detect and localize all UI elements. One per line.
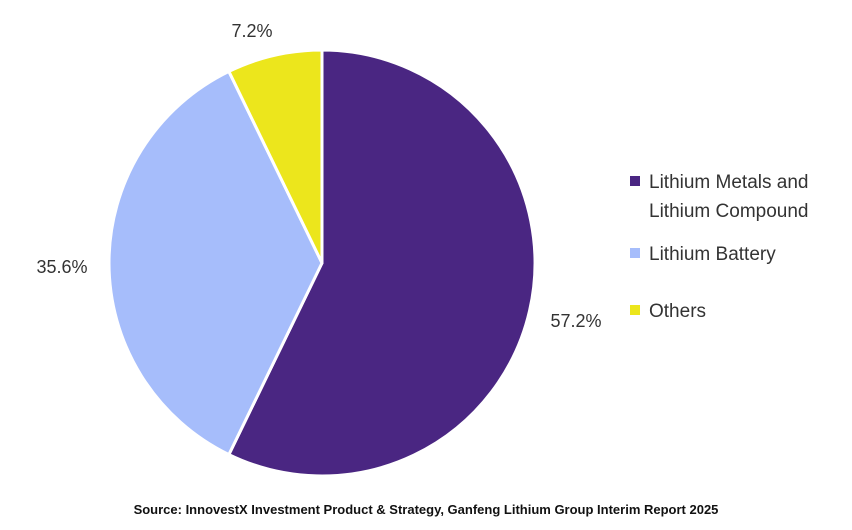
data-label-lithium-metals-and-lithium-compound: 57.2%	[550, 311, 601, 331]
legend-swatch-lithium-metals	[630, 176, 640, 186]
pie-chart: 57.2% 35.6% 7.2%	[36, 21, 602, 478]
legend-label-lithium-metals: Lithium Metals and Lithium Compound	[649, 168, 808, 226]
legend-label-lithium-battery: Lithium Battery	[649, 244, 776, 265]
legend-label-others: Others	[649, 301, 707, 322]
chart-legend: Lithium Metals and Lithium Compound Lith…	[630, 168, 850, 340]
legend-swatch-others	[630, 305, 640, 315]
legend-item-lithium-battery: Lithium Battery	[630, 240, 850, 269]
data-label-others: 7.2%	[231, 21, 272, 41]
pie-slice-others	[227, 48, 324, 265]
legend-label-line2: Lithium Compound	[649, 201, 809, 222]
legend-item-others: Others	[630, 297, 850, 326]
pie-slice-lithium-battery	[107, 69, 324, 457]
source-note: Source: InnovestX Investment Product & S…	[133, 502, 719, 517]
legend-label-line1: Lithium Metals and	[649, 172, 809, 193]
pie-slice-lithium-metals-and-lithium-compound	[227, 48, 537, 478]
legend-swatch-lithium-battery	[630, 248, 640, 258]
data-label-lithium-battery: 35.6%	[36, 257, 87, 277]
legend-item-lithium-metals: Lithium Metals and Lithium Compound	[630, 168, 850, 226]
